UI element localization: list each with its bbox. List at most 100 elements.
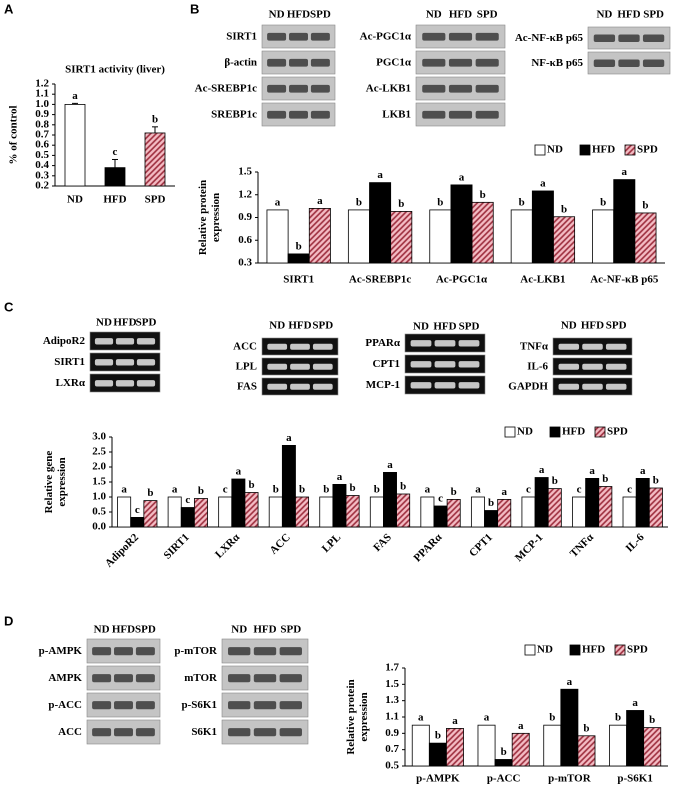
blot-band [618, 34, 640, 42]
y-tick-label: 0.8 [35, 118, 49, 130]
blot-band [448, 32, 473, 41]
blot-band [289, 32, 308, 41]
x-tick-label: MCP-1 [513, 531, 546, 564]
blot-label: GAPDH [508, 381, 548, 393]
bar [144, 132, 166, 187]
y-tick-label: 0.5 [35, 149, 49, 161]
legend-swatch [579, 144, 591, 156]
y-tick-label: 3.0 [92, 431, 106, 443]
x-tick-label: ACC [267, 531, 292, 556]
blot-label: β-actin [224, 57, 257, 69]
y-tick-label: 0.0 [92, 521, 106, 533]
bar [577, 735, 596, 767]
blot-label: TNFα [520, 341, 549, 353]
y-tick-label: 0.5 [385, 760, 399, 772]
significance-letter: c [113, 146, 118, 158]
lane-label: HFD [617, 9, 640, 21]
bar [104, 167, 126, 187]
legend-swatch [624, 144, 636, 156]
lane-label: SPD [459, 321, 480, 333]
blot-band [410, 382, 432, 389]
bar [553, 216, 576, 264]
bar [643, 727, 662, 767]
bar [613, 179, 636, 264]
y-tick-label: 1.3 [385, 694, 399, 706]
bar [231, 478, 246, 528]
bar [609, 724, 627, 767]
significance-letter: b [600, 196, 606, 208]
bar [572, 496, 587, 528]
bar [369, 496, 384, 528]
blot-label: p-ACC [48, 699, 82, 711]
y-tick-label: 1.1 [385, 711, 399, 723]
bar [598, 486, 613, 528]
bar [396, 493, 411, 528]
blot-band [228, 728, 251, 737]
blot-label: AdipoR2 [43, 335, 86, 347]
blot-band [422, 58, 446, 67]
blot-band [642, 59, 665, 67]
x-tick-label: SPD [145, 194, 166, 206]
lane-label: HFD [287, 9, 310, 21]
blot-band [94, 359, 114, 366]
legend-label: SPD [627, 644, 648, 656]
blot-label: Ac-NF-κB p65 [515, 32, 584, 44]
blot-band [475, 58, 499, 67]
blot-band [558, 383, 580, 390]
lane-label: HFD [113, 317, 136, 329]
bar [308, 207, 331, 264]
blot-band [582, 363, 603, 370]
x-tick-label: p-S6K1 [617, 773, 652, 785]
y-axis-label: expression [210, 193, 222, 242]
bar [648, 487, 663, 528]
blot-band [115, 338, 135, 345]
x-tick-label: p-mTOR [548, 773, 592, 785]
blot-band [458, 382, 480, 389]
significance-letter: b [273, 484, 279, 496]
lane-label: SPD [280, 624, 301, 636]
significance-letter: b [147, 487, 153, 499]
blot-band [475, 84, 499, 93]
significance-letter: a [622, 166, 628, 178]
lane-label: ND [413, 321, 429, 333]
significance-letter: a [452, 715, 458, 727]
significance-letter: a [236, 466, 242, 478]
blot-band [289, 110, 308, 119]
significance-letter: a [418, 712, 424, 724]
blot-band [135, 701, 155, 710]
significance-letter: c [627, 484, 632, 496]
significance-letter: a [567, 676, 573, 688]
bar [433, 505, 448, 528]
significance-letter: b [398, 198, 404, 210]
bar [167, 496, 182, 528]
y-tick-label: 0.9 [35, 108, 49, 120]
bar [477, 724, 496, 767]
legend-swatch [549, 426, 561, 438]
legend-label: ND [537, 644, 553, 656]
bar [369, 182, 392, 264]
bar [511, 732, 530, 767]
bar [287, 253, 310, 264]
blot-band [92, 674, 112, 683]
y-tick-label: 0.4 [35, 159, 49, 171]
significance-letter: b [615, 712, 621, 724]
y-tick-label: 1.2 [35, 78, 49, 90]
blot-band [448, 110, 473, 119]
significance-letter: a [377, 169, 383, 181]
significance-letter: b [248, 479, 254, 491]
bar [428, 742, 447, 767]
significance-letter: b [653, 475, 659, 487]
y-tick-label: 0.3 [238, 257, 252, 269]
blot-band [642, 34, 665, 42]
blot-band [279, 701, 302, 710]
significance-letter: a [475, 484, 481, 496]
lane-label: HFD [449, 9, 472, 21]
blot-band [279, 728, 302, 737]
y-tick-label: 0.7 [35, 129, 49, 141]
lane-label: SPD [643, 9, 664, 21]
y-tick-label: 0.9 [385, 727, 399, 739]
bar [635, 477, 650, 528]
blot-band [422, 110, 446, 119]
bar [470, 496, 485, 528]
